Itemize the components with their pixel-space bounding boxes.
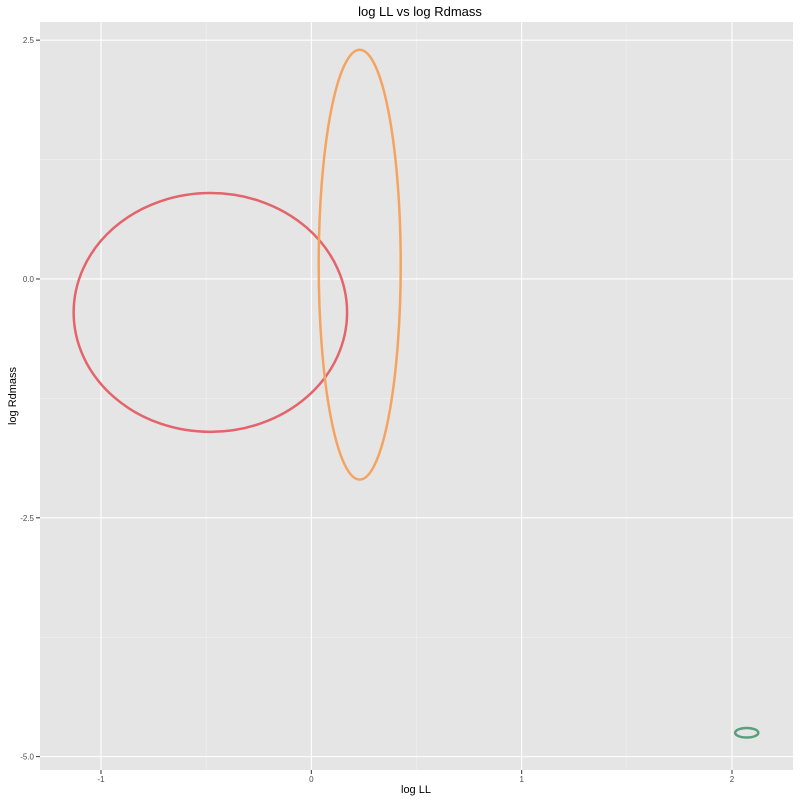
y-axis-title: log Rdmass bbox=[7, 366, 19, 425]
x-axis: -1 0 1 2 bbox=[97, 770, 735, 784]
x-tick-label: -1 bbox=[97, 775, 105, 784]
y-tick-label: -2.5 bbox=[20, 514, 34, 523]
x-tick-label: 0 bbox=[309, 775, 314, 784]
y-tick-label: -5.0 bbox=[20, 753, 34, 762]
ellipse-series-2 bbox=[317, 48, 402, 481]
x-axis-title: log LL bbox=[401, 784, 431, 796]
y-axis: 2.5 0.0 -2.5 -5.0 bbox=[20, 36, 40, 762]
minor-gridlines bbox=[40, 22, 793, 770]
x-tick-label: 2 bbox=[730, 775, 735, 784]
data-ellipses bbox=[72, 48, 760, 739]
ellipse-series-1 bbox=[72, 191, 349, 434]
y-tick-label: 0.0 bbox=[23, 275, 35, 284]
y-tick-label: 2.5 bbox=[23, 36, 35, 45]
x-tick-label: 1 bbox=[519, 775, 524, 784]
major-gridlines bbox=[40, 22, 793, 770]
chart-title: log LL vs log Rdmass bbox=[358, 4, 482, 19]
ellipse-series-3 bbox=[733, 726, 760, 739]
